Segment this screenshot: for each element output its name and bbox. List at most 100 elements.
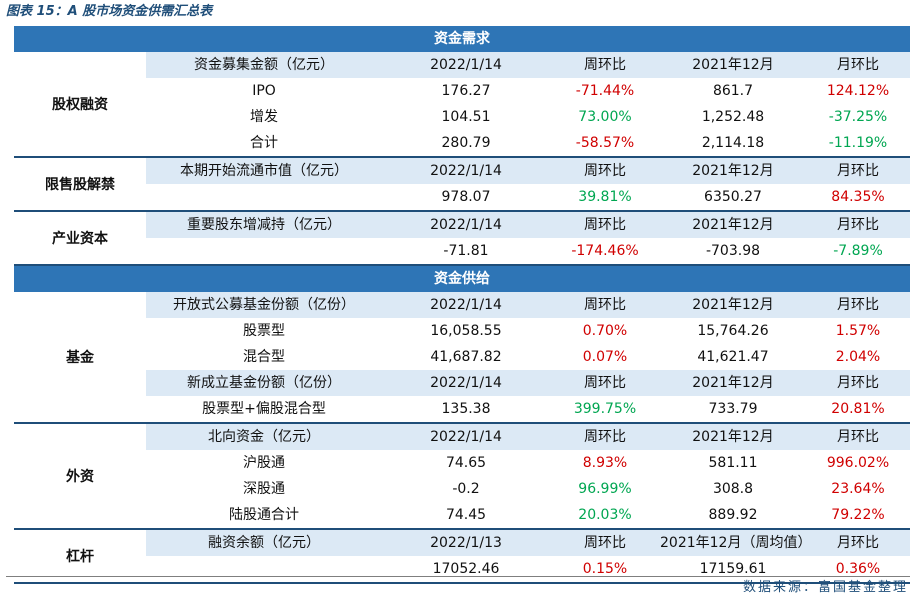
table-cell: 20.03% [578, 507, 632, 523]
header-row: 重要股东增减持（亿元） 2022/1/14 周环比 2021年12月 月环比 [146, 212, 910, 238]
supply-sections: 基金 开放式公募基金份额（亿份） 2022/1/14 周环比 2021年12月 月环比 股票… [14, 292, 910, 584]
table-cell: -174.46% [571, 243, 639, 259]
section-label: 外资 [66, 469, 94, 485]
section-rows: 开放式公募基金份额（亿份） 2022/1/14 周环比 2021年12月 月环比 股票型 1… [146, 292, 910, 422]
header-cell: 月环比 [837, 163, 879, 179]
header-cell: 重要股东增减持（亿元） [187, 217, 341, 233]
section-rows: 北向资金（亿元） 2022/1/14 周环比 2021年12月 月环比 沪股通 74.65 8… [146, 424, 910, 528]
section-fund: 基金 开放式公募基金份额（亿份） 2022/1/14 周环比 2021年12月 月环比 股票… [14, 292, 910, 424]
section-unlock: 限售股解禁 本期开始流通市值（亿元） 2022/1/14 周环比 2021年12月 月环比… [14, 158, 910, 212]
table-cell: 74.45 [445, 507, 487, 523]
section-foreign: 外资 北向资金（亿元） 2022/1/14 周环比 2021年12月 月环比 沪股通 74.6… [14, 424, 910, 530]
table-row: 股票型+偏股混合型 135.38 399.75% 733.79 20.81% [146, 396, 910, 422]
section-rows: 重要股东增减持（亿元） 2022/1/14 周环比 2021年12月 月环比 -71.81… [146, 212, 910, 264]
section-industrial: 产业资本 重要股东增减持（亿元） 2022/1/14 周环比 2021年12月 月环比 -7… [14, 212, 910, 266]
table-cell: 0.70% [582, 323, 628, 339]
table-cell: 0.36% [835, 561, 881, 577]
header-cell: 2022/1/13 [430, 535, 502, 551]
section-label: 杠杆 [66, 549, 94, 565]
header-cell: 周环比 [584, 429, 626, 445]
section-rows: 本期开始流通市值（亿元） 2022/1/14 周环比 2021年12月 月环比 978.0… [146, 158, 910, 210]
table-cell: 889.92 [708, 507, 758, 523]
table-cell: -71.81 [443, 243, 489, 259]
header-cell: 北向资金（亿元） [208, 429, 320, 445]
table-cell: 135.38 [441, 401, 491, 417]
header-cell: 2022/1/14 [430, 297, 502, 313]
table-cell: 733.79 [708, 401, 758, 417]
header-cell: 2021年12月 [692, 297, 774, 313]
table-cell: IPO [252, 83, 276, 99]
table-cell: 17159.61 [699, 561, 767, 577]
header-cell: 2022/1/14 [430, 217, 502, 233]
table-cell: 20.81% [831, 401, 885, 417]
figure-title: 图表 15：A 股市场资金供需汇总表 [6, 4, 213, 19]
table-cell: 399.75% [573, 401, 637, 417]
table-cell: 73.00% [578, 109, 632, 125]
section-label: 股权融资 [52, 97, 108, 113]
fund-flow-table: 资金需求 股权融资 资金募集金额（亿元） 2022/1/14 周环比 2021年12月月… [14, 26, 910, 584]
table-cell [146, 238, 382, 264]
header-row: 融资余额（亿元） 2022/1/13 周环比 2021年12月（周均值） 月环比 [146, 530, 910, 556]
demand-sections: 股权融资 资金募集金额（亿元） 2022/1/14 周环比 2021年12月 月环比 IPO… [14, 52, 910, 266]
table-cell: 39.81% [578, 189, 632, 205]
source-note: 数据来源：富国基金整理 [742, 580, 908, 595]
table-cell: 176.27 [441, 83, 491, 99]
table-cell: 2,114.18 [701, 135, 765, 151]
table-cell: 陆股通合计 [229, 507, 299, 523]
table-cell: 84.35% [831, 189, 885, 205]
table-cell: 8.93% [582, 455, 628, 471]
header-cell: 本期开始流通市值（亿元） [180, 163, 348, 179]
table-cell: 41,621.47 [697, 349, 769, 365]
table-cell: -7.89% [833, 243, 883, 259]
header-row: 新成立基金份额（亿份） 2022/1/14 周环比 2021年12月 月环比 [146, 370, 910, 396]
band-supply: 资金供给 [14, 266, 910, 292]
table-cell: -37.25% [828, 109, 888, 125]
table-cell [146, 556, 382, 582]
table-cell: -0.2 [452, 481, 480, 497]
section-label: 基金 [66, 350, 94, 366]
table-cell: 104.51 [441, 109, 491, 125]
table-cell: 308.8 [712, 481, 754, 497]
header-cell: 2022/1/14 [430, 375, 502, 391]
table-cell: 沪股通 [243, 455, 285, 471]
header-cell: 周环比 [584, 57, 626, 73]
header-cell: 2021年12月 [692, 375, 774, 391]
header-cell: 2022/1/14 [430, 429, 502, 445]
band-demand: 资金需求 [14, 26, 910, 52]
table-cell: 861.7 [712, 83, 754, 99]
table-cell: -71.44% [575, 83, 635, 99]
table-cell: 1,252.48 [701, 109, 765, 125]
table-cell: 79.22% [831, 507, 885, 523]
header-cell: 月环比 [837, 297, 879, 313]
header-cell: 融资余额（亿元） [208, 535, 320, 551]
header-cell: 资金募集金额（亿元） [194, 57, 334, 73]
table-cell: 深股通 [243, 481, 285, 497]
table-cell: 6350.27 [704, 189, 762, 205]
header-cell: 月环比 [837, 217, 879, 233]
table-cell: -58.57% [575, 135, 635, 151]
table-row: 合计 280.79 -58.57% 2,114.18 -11.19% [146, 130, 910, 156]
table-cell: 41,687.82 [430, 349, 502, 365]
table-row: 沪股通 74.65 8.93% 581.11 996.02% [146, 450, 910, 476]
header-cell: 周环比 [584, 535, 626, 551]
table-row: 陆股通合计 74.45 20.03% 889.92 79.22% [146, 502, 910, 528]
header-cell: 周环比 [584, 163, 626, 179]
header-cell: 月环比 [837, 429, 879, 445]
table-cell: -11.19% [828, 135, 888, 151]
table-row: 978.07 39.81% 6350.27 84.35% [146, 184, 910, 210]
table-cell: 0.15% [582, 561, 628, 577]
header-cell: 月环比 [837, 57, 879, 73]
bottom-divider [6, 576, 910, 577]
table-cell: 增发 [250, 109, 278, 125]
table-cell: 1.57% [835, 323, 881, 339]
table-cell: 996.02% [826, 455, 890, 471]
header-cell: 2021年12月 [692, 57, 774, 73]
table-cell: 混合型 [243, 349, 285, 365]
table-cell: 股票型 [243, 323, 285, 339]
header-cell: 2022/1/14 [430, 163, 502, 179]
header-cell: 2021年12月 [692, 163, 774, 179]
table-cell: 96.99% [578, 481, 632, 497]
header-cell: 月环比 [837, 375, 879, 391]
section-equity: 股权融资 资金募集金额（亿元） 2022/1/14 周环比 2021年12月 月环比 IPO… [14, 52, 910, 158]
header-row: 本期开始流通市值（亿元） 2022/1/14 周环比 2021年12月 月环比 [146, 158, 910, 184]
